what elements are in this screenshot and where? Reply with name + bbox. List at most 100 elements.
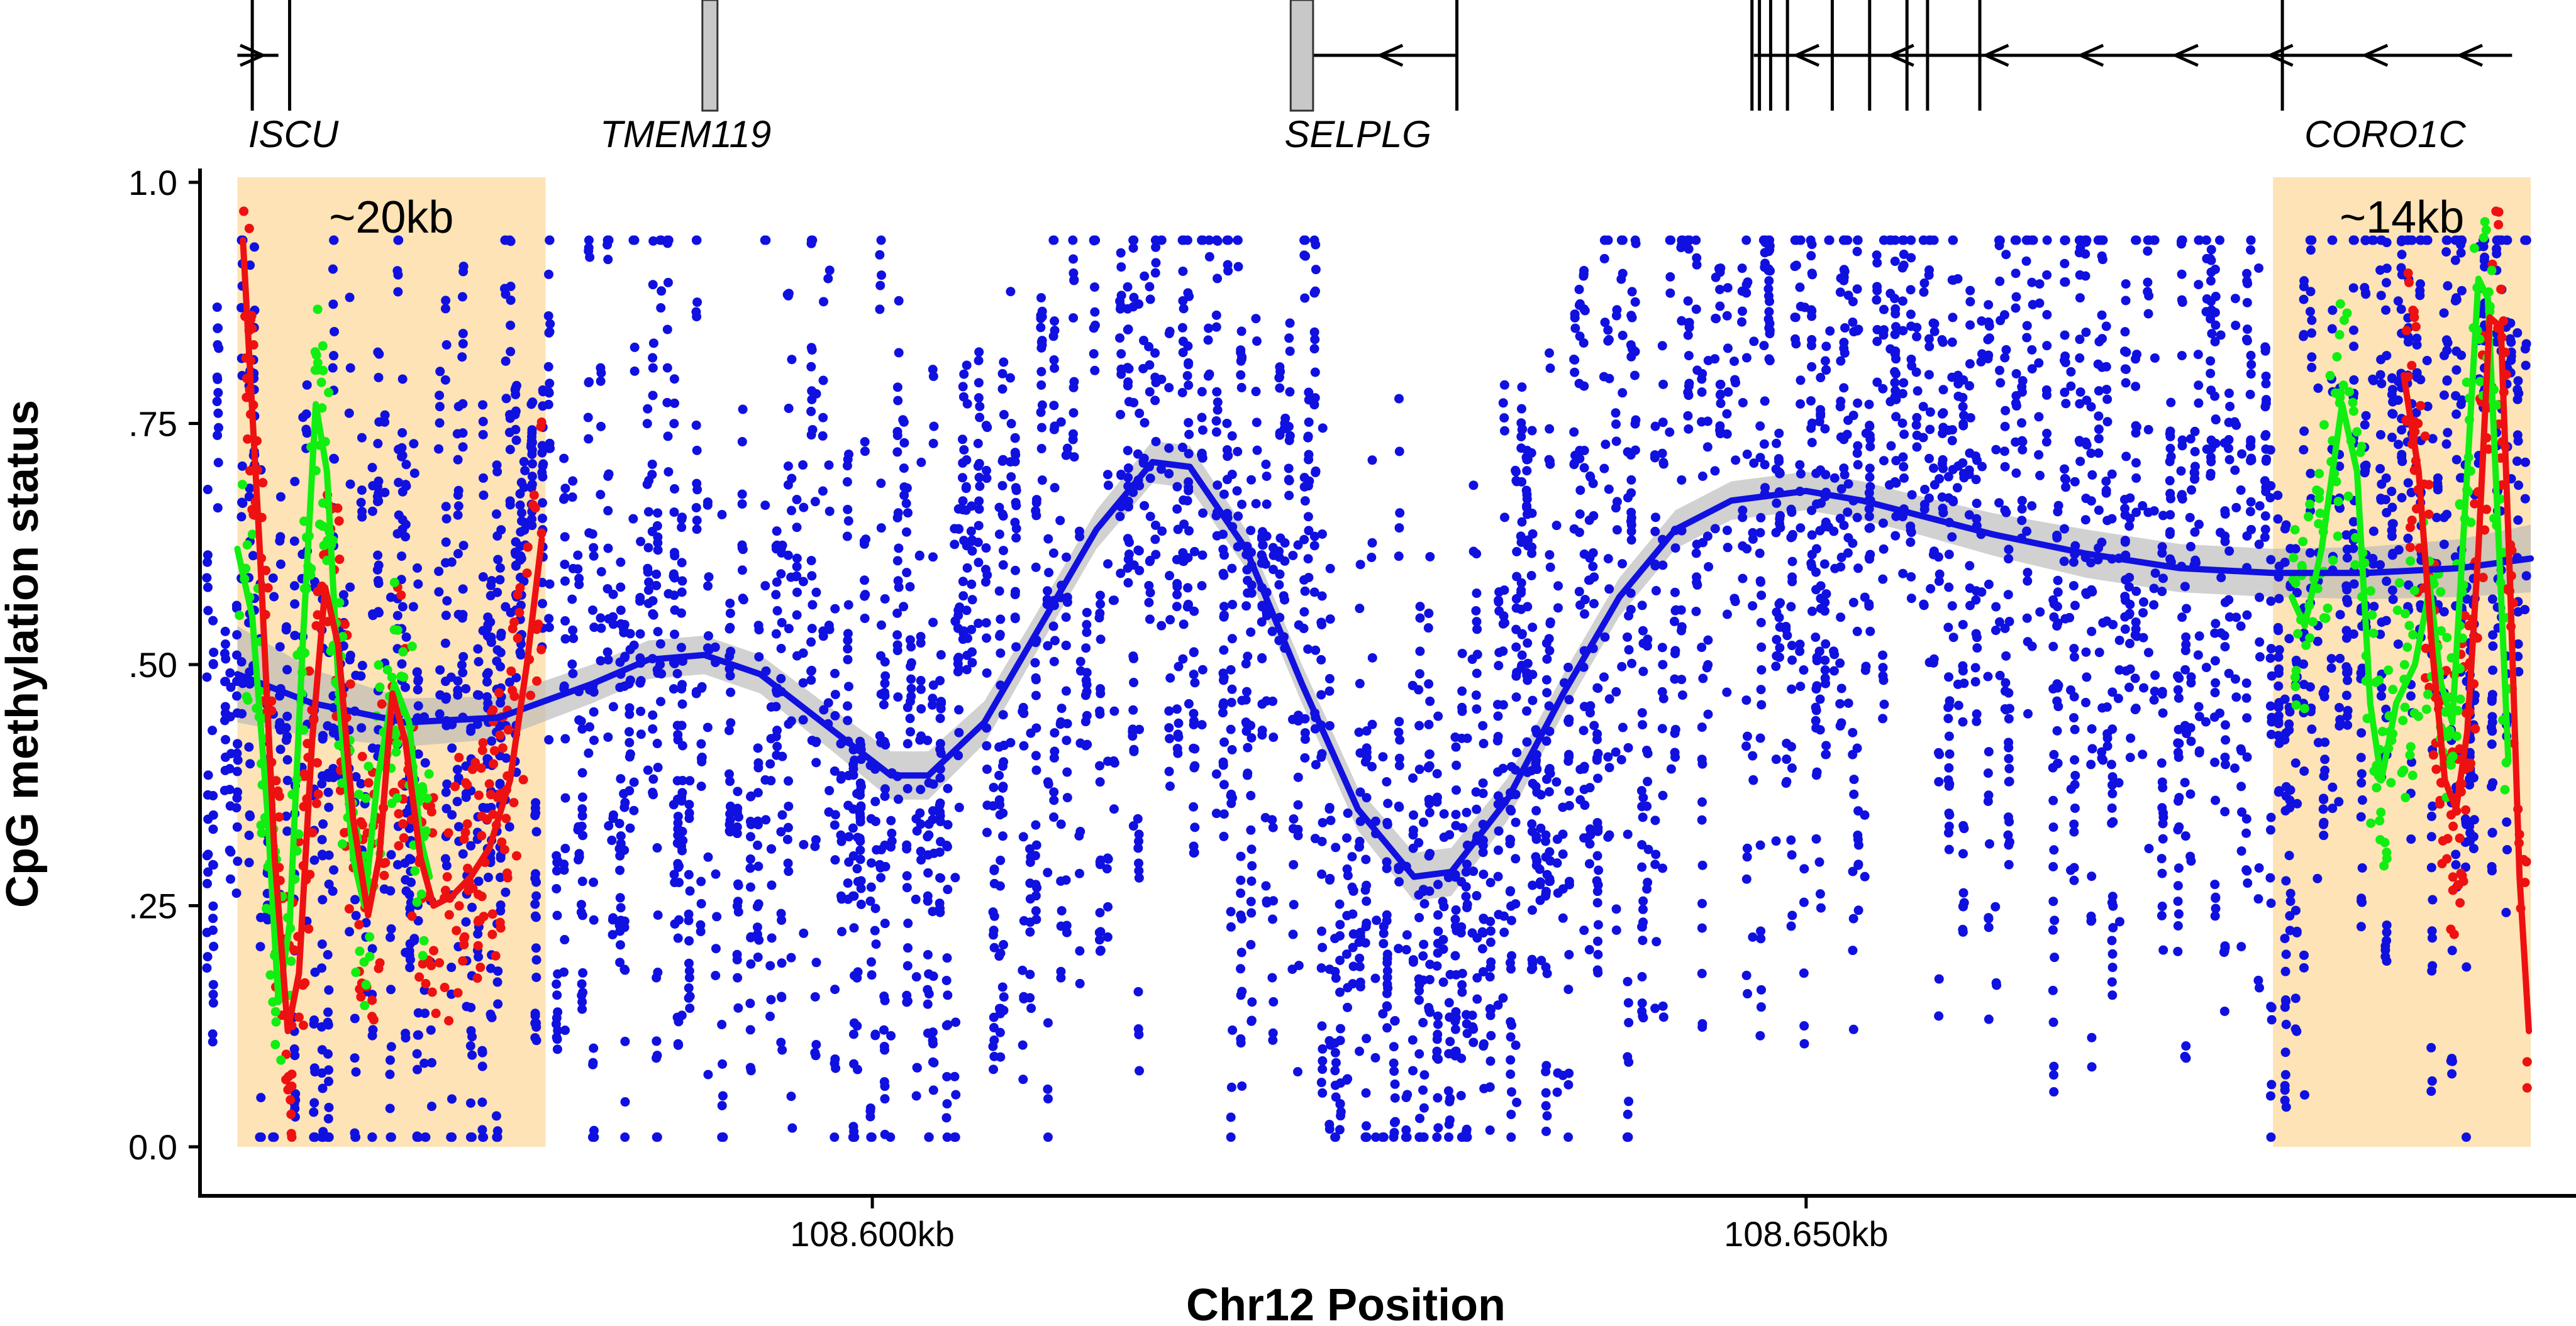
data-point [608, 930, 618, 940]
data-point [876, 523, 886, 533]
data-point [553, 1007, 563, 1017]
data-point [1165, 734, 1175, 744]
data-point [511, 383, 521, 393]
data-point [1722, 409, 1732, 419]
data-point [1236, 914, 1246, 924]
data-point [765, 961, 775, 971]
data-point [1952, 483, 1962, 493]
data-point [1821, 365, 1831, 375]
data-point [997, 982, 1008, 992]
data-point [958, 496, 968, 506]
data-point [537, 599, 547, 609]
data-point [1135, 724, 1145, 734]
data-point [619, 845, 630, 855]
data-point [871, 939, 881, 949]
data-point [935, 800, 945, 810]
data-point [923, 999, 933, 1009]
data-point [875, 304, 885, 314]
data-point [2144, 844, 2154, 854]
data-point [1494, 661, 1504, 671]
data-point [669, 374, 679, 384]
data-point [2086, 760, 2096, 770]
data-point [811, 1051, 821, 1061]
data-point [501, 887, 511, 897]
data-point [1379, 1132, 1389, 1142]
data-point [1451, 905, 1461, 915]
data-point [684, 966, 694, 976]
data-point [652, 521, 662, 531]
data-point [1433, 711, 1443, 721]
data-point [648, 724, 658, 734]
data-point [1156, 464, 1166, 474]
data-point [2108, 923, 2118, 933]
data-point [2107, 514, 2117, 524]
data-point [1790, 262, 1800, 272]
data-point [1318, 423, 1328, 433]
data-point [2124, 582, 2134, 592]
data-point [1227, 431, 1237, 441]
data-point [493, 555, 503, 565]
data-point [830, 766, 840, 776]
data-point [1772, 498, 1782, 508]
data-point [2131, 586, 2141, 596]
data-point [248, 551, 258, 561]
data-point [787, 1123, 797, 1133]
data-point [208, 616, 218, 626]
data-point [1611, 904, 1621, 914]
data-point [1925, 424, 1935, 434]
data-point [1523, 602, 1533, 612]
data-point [903, 919, 913, 929]
data-point [1237, 986, 1247, 997]
data-point [1545, 646, 1555, 656]
data-point [244, 742, 254, 752]
data-point [776, 673, 786, 683]
data-point [1604, 694, 1614, 704]
data-point [1382, 958, 1392, 968]
strand-arrow-icon [2361, 43, 2389, 67]
data-point [1541, 675, 1552, 685]
data-point [1395, 508, 1405, 518]
data-point [1293, 1067, 1303, 1077]
data-point [203, 878, 213, 888]
data-point [2021, 256, 2031, 266]
data-point [1638, 720, 1648, 730]
data-point [657, 669, 667, 679]
data-point [1293, 831, 1303, 841]
data-point [587, 605, 597, 615]
data-point [1807, 306, 1817, 316]
data-point [1226, 798, 1236, 809]
data-point [1184, 380, 1194, 390]
data-point [1331, 843, 1341, 853]
data-point [1624, 1097, 1634, 1107]
data-point [1324, 686, 1335, 696]
data-point [726, 646, 736, 656]
data-point [959, 369, 969, 379]
data-point [2061, 482, 2071, 492]
data-point [1275, 569, 1285, 579]
data-point [844, 832, 854, 842]
data-point [1031, 511, 1041, 521]
data-point [703, 852, 713, 862]
data-point [2070, 780, 2080, 790]
data-point [2052, 679, 2062, 689]
data-point [1816, 409, 1826, 419]
data-point [1799, 864, 1809, 874]
data-point [1330, 1047, 1340, 1058]
data-point [1553, 581, 1563, 591]
data-point [2004, 544, 2014, 555]
data-point [1268, 1028, 1278, 1038]
data-point [1401, 945, 1411, 955]
data-point [1912, 323, 1922, 333]
data-point [1031, 675, 1041, 685]
data-point [880, 594, 890, 604]
data-point [1408, 825, 1418, 835]
data-point [830, 710, 840, 721]
data-point [717, 510, 727, 520]
data-point [397, 551, 407, 561]
data-point [560, 576, 570, 586]
data-point [1516, 531, 1526, 541]
data-point [1865, 434, 1875, 445]
data-point [1478, 788, 1488, 798]
data-point [1030, 851, 1040, 861]
data-point [870, 1030, 880, 1041]
